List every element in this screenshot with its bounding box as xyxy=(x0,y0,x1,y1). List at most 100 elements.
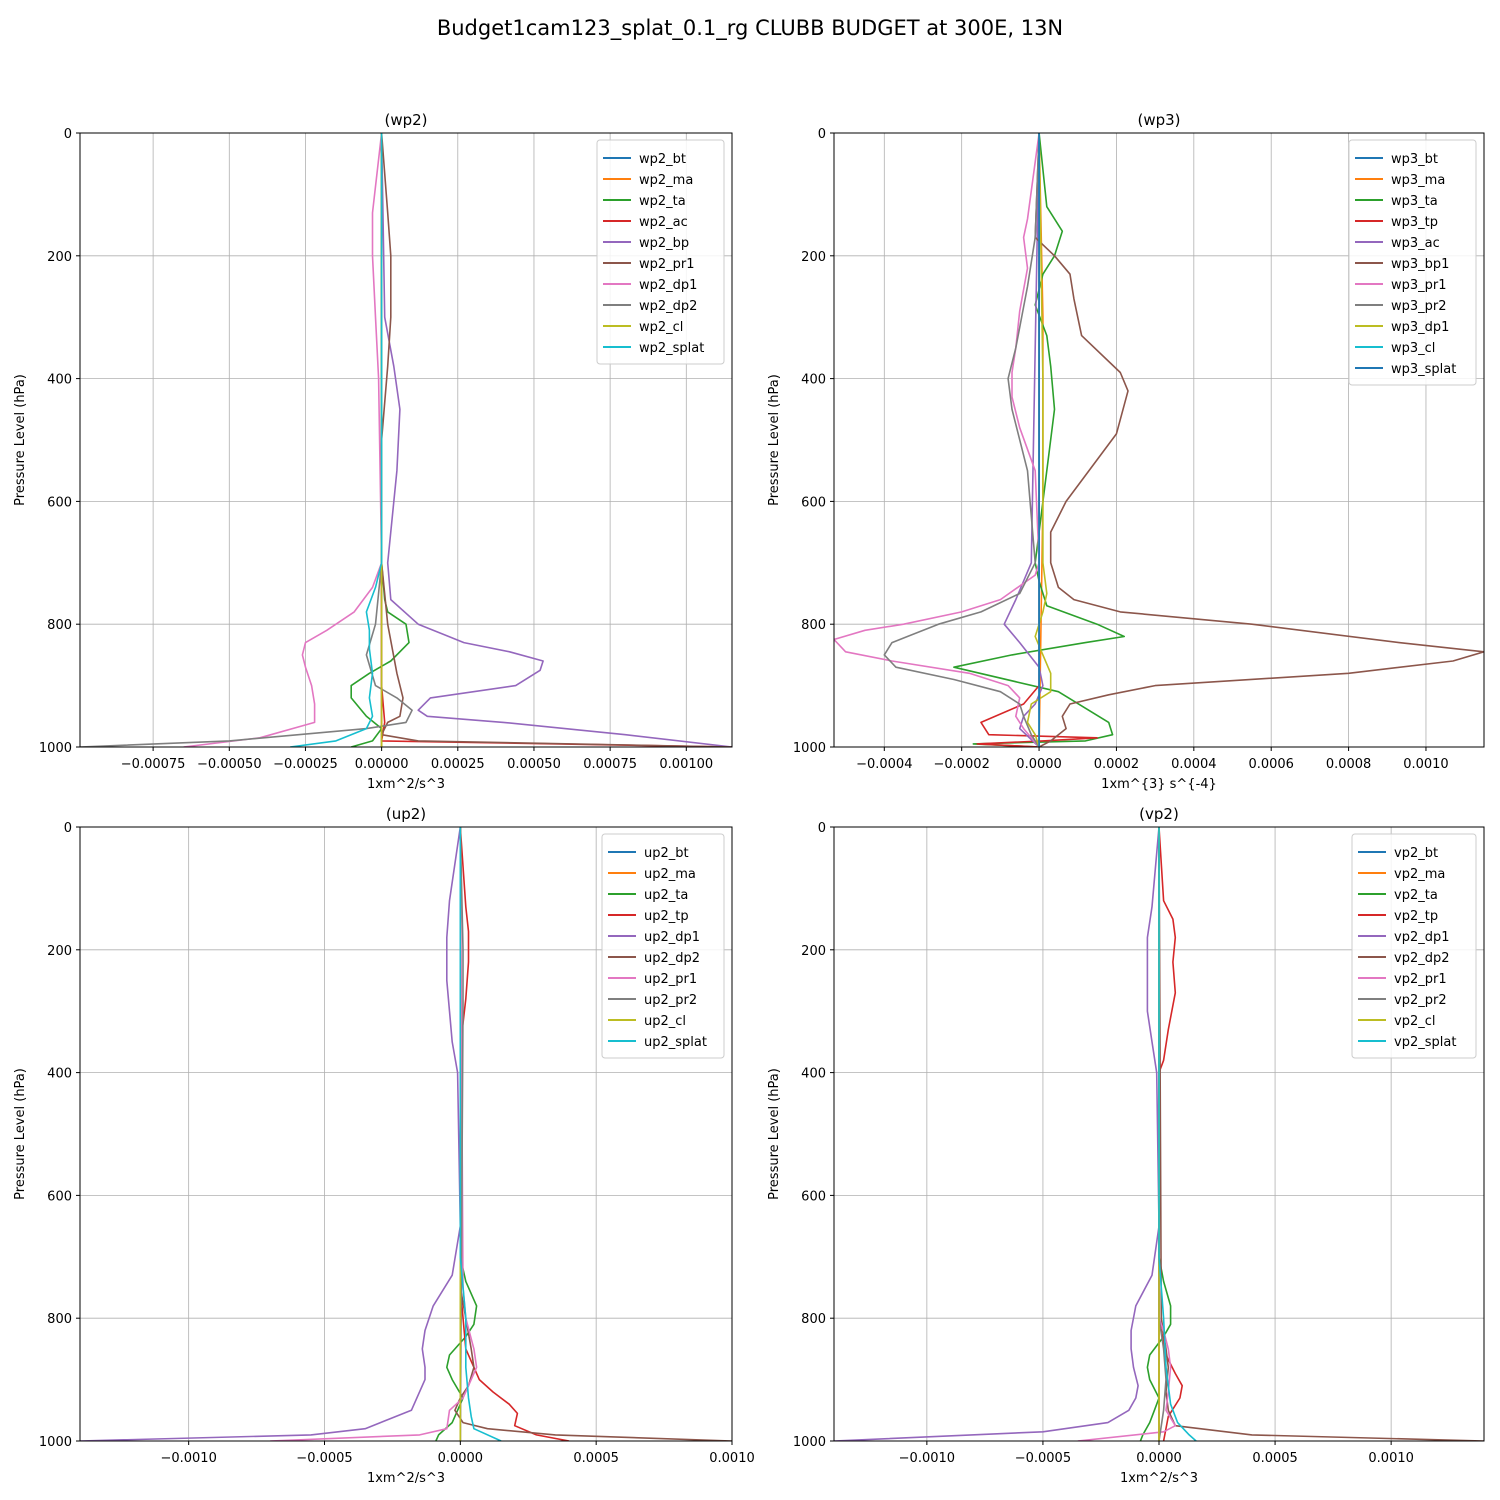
y-axis-label: Pressure Level (hPa) xyxy=(13,1068,28,1200)
legend-label-up2_tp: up2_tp xyxy=(644,909,689,924)
panel-title: (up2) xyxy=(386,805,426,823)
series-line-up2_ta xyxy=(435,827,478,1441)
legend-label-wp3_splat: wp3_splat xyxy=(1391,362,1456,377)
legend-label-vp2_splat: vp2_splat xyxy=(1394,1035,1456,1050)
legend-box xyxy=(596,139,725,365)
y-tick-label: 800 xyxy=(801,618,826,633)
series-line-wp3_pr2 xyxy=(883,133,1040,747)
legend-label-wp3_pr1: wp3_pr1 xyxy=(1391,278,1447,293)
y-tick-label: 200 xyxy=(47,250,72,265)
legend-label-wp2_splat: wp2_splat xyxy=(639,341,704,356)
series-line-wp2_bp xyxy=(380,133,732,747)
series-line-up2_tp xyxy=(459,827,570,1441)
series-line-up2_pr2 xyxy=(459,827,464,1441)
x-tick-label: 0.0002 xyxy=(1094,757,1140,772)
x-tick-label: −0.00025 xyxy=(273,757,338,772)
y-axis-label: Pressure Level (hPa) xyxy=(13,374,28,506)
series-lines xyxy=(80,827,732,1441)
legend-label-wp2_ta: wp2_ta xyxy=(639,194,686,209)
x-tick-label: 0.00025 xyxy=(431,757,485,772)
legend-label-vp2_cl: vp2_cl xyxy=(1394,1014,1435,1029)
series-line-vp2_pr1 xyxy=(1077,827,1177,1441)
legend-label-wp2_dp1: wp2_dp1 xyxy=(639,278,697,293)
series-line-wp3_dp1 xyxy=(1026,133,1052,747)
legend-label-wp3_cl: wp3_cl xyxy=(1391,341,1435,356)
legend-label-wp2_dp2: wp2_dp2 xyxy=(639,299,697,314)
y-tick-label: 400 xyxy=(801,1067,826,1082)
y-tick-label: 0 xyxy=(64,821,72,836)
legend-label-wp2_pr1: wp2_pr1 xyxy=(639,257,695,272)
legend-label-wp3_ac: wp3_ac xyxy=(1391,236,1440,251)
legend: up2_bt up2_ma up2_ta up2_tp up2_dp1 up2_dp2up… xyxy=(601,833,725,1059)
legend-label-vp2_tp: vp2_tp xyxy=(1394,909,1438,924)
y-tick-label: 1000 xyxy=(39,741,72,756)
series-line-up2_pr1 xyxy=(270,827,478,1441)
y-tick-label: 1000 xyxy=(793,741,826,756)
legend-label-wp2_ma: wp2_ma xyxy=(639,173,693,188)
series-line-up2_dp1 xyxy=(80,827,462,1441)
legend: wp2_bt wp2_ma wp2_ta wp2_ac wp2_bp wp2_pr1 wp2… xyxy=(596,139,725,365)
series-line-vp2_splat xyxy=(1158,827,1197,1441)
legend-label-up2_bt: up2_bt xyxy=(644,846,689,861)
x-tick-label: 0.00075 xyxy=(583,757,637,772)
legend-label-wp2_cl: wp2_cl xyxy=(639,320,683,335)
x-tick-label: 0.0010 xyxy=(709,1451,755,1466)
series-line-wp2_dp1 xyxy=(183,133,383,747)
legend-label-vp2_dp1: vp2_dp1 xyxy=(1394,930,1450,945)
legend-label-up2_ma: up2_ma xyxy=(644,867,696,882)
legend-label-wp3_bt: wp3_bt xyxy=(1391,152,1438,167)
x-tick-label: 0.0010 xyxy=(1403,757,1449,772)
y-axis-label: Pressure Level (hPa) xyxy=(767,374,782,506)
legend-label-wp2_bt: wp2_bt xyxy=(639,152,686,167)
series-line-vp2_dp1 xyxy=(834,827,1160,1441)
x-axis-label: 1xm^{3} s^{-4} xyxy=(1101,777,1217,792)
x-tick-label: 0.0005 xyxy=(1252,1451,1298,1466)
y-tick-label: 400 xyxy=(801,373,826,388)
series-line-wp2_dp2 xyxy=(80,133,413,747)
y-tick-label: 800 xyxy=(801,1312,826,1327)
x-tick-label: 0.0004 xyxy=(1171,757,1217,772)
x-tick-label: 0.0005 xyxy=(573,1451,619,1466)
series-line-wp2_pr1 xyxy=(380,133,732,747)
legend-box xyxy=(601,833,725,1059)
series-line-vp2_tp xyxy=(1158,827,1183,1441)
x-axis-label: 1xm^2/s^3 xyxy=(1120,1471,1198,1486)
plot-frame xyxy=(79,826,733,1442)
legend-label-up2_cl: up2_cl xyxy=(644,1014,686,1029)
y-tick-label: 600 xyxy=(47,1189,72,1204)
legend: wp3_bt wp3_ma wp3_ta wp3_tp wp3_ac wp3_bp1 wp3… xyxy=(1348,139,1477,386)
x-tick-label: 0.0000 xyxy=(1136,1451,1182,1466)
figure-suptitle: Budget1cam123_splat_0.1_rg CLUBB BUDGET … xyxy=(436,16,1064,40)
legend-label-wp3_tp: wp3_tp xyxy=(1391,215,1438,230)
x-tick-label: −0.00075 xyxy=(121,757,186,772)
y-tick-label: 0 xyxy=(64,127,72,142)
legend-label-vp2_pr2: vp2_pr2 xyxy=(1394,993,1447,1008)
y-tick-label: 200 xyxy=(801,250,826,265)
series-line-wp3_pr1 xyxy=(834,133,1040,747)
x-tick-label: 0.00100 xyxy=(659,757,713,772)
y-tick-label: 400 xyxy=(47,1067,72,1082)
legend-label-vp2_dp2: vp2_dp2 xyxy=(1394,951,1450,966)
legend-label-vp2_bt: vp2_bt xyxy=(1394,846,1438,861)
y-axis-label: Pressure Level (hPa) xyxy=(767,1068,782,1200)
x-tick-label: −0.0005 xyxy=(296,1451,352,1466)
legend-label-wp2_ac: wp2_ac xyxy=(639,215,688,230)
y-tick-label: 600 xyxy=(801,1189,826,1204)
x-tick-label: −0.0002 xyxy=(933,757,989,772)
series-line-wp2_splat xyxy=(290,133,383,747)
y-tick-label: 800 xyxy=(47,1312,72,1327)
legend: vp2_bt vp2_ma vp2_ta vp2_tp vp2_dp1 vp2_dp2vp… xyxy=(1351,833,1477,1059)
y-tick-label: 200 xyxy=(801,944,826,959)
legend-label-vp2_pr1: vp2_pr1 xyxy=(1394,972,1447,987)
legend-label-up2_dp2: up2_dp2 xyxy=(644,951,700,966)
y-tick-label: 1000 xyxy=(793,1435,826,1450)
series-lines xyxy=(834,827,1484,1441)
y-tick-label: 200 xyxy=(47,944,72,959)
series-line-up2_splat xyxy=(459,827,502,1441)
chart-panel-3: −0.0010 −0.0005 0.0000 0.0005 0.0010 0 200 400 6… xyxy=(13,805,755,1486)
series-line-wp3_tp xyxy=(976,133,1098,747)
x-axis-label: 1xm^2/s^3 xyxy=(367,1471,445,1486)
x-tick-label: 0.0008 xyxy=(1326,757,1372,772)
legend-label-wp3_ta: wp3_ta xyxy=(1391,194,1438,209)
